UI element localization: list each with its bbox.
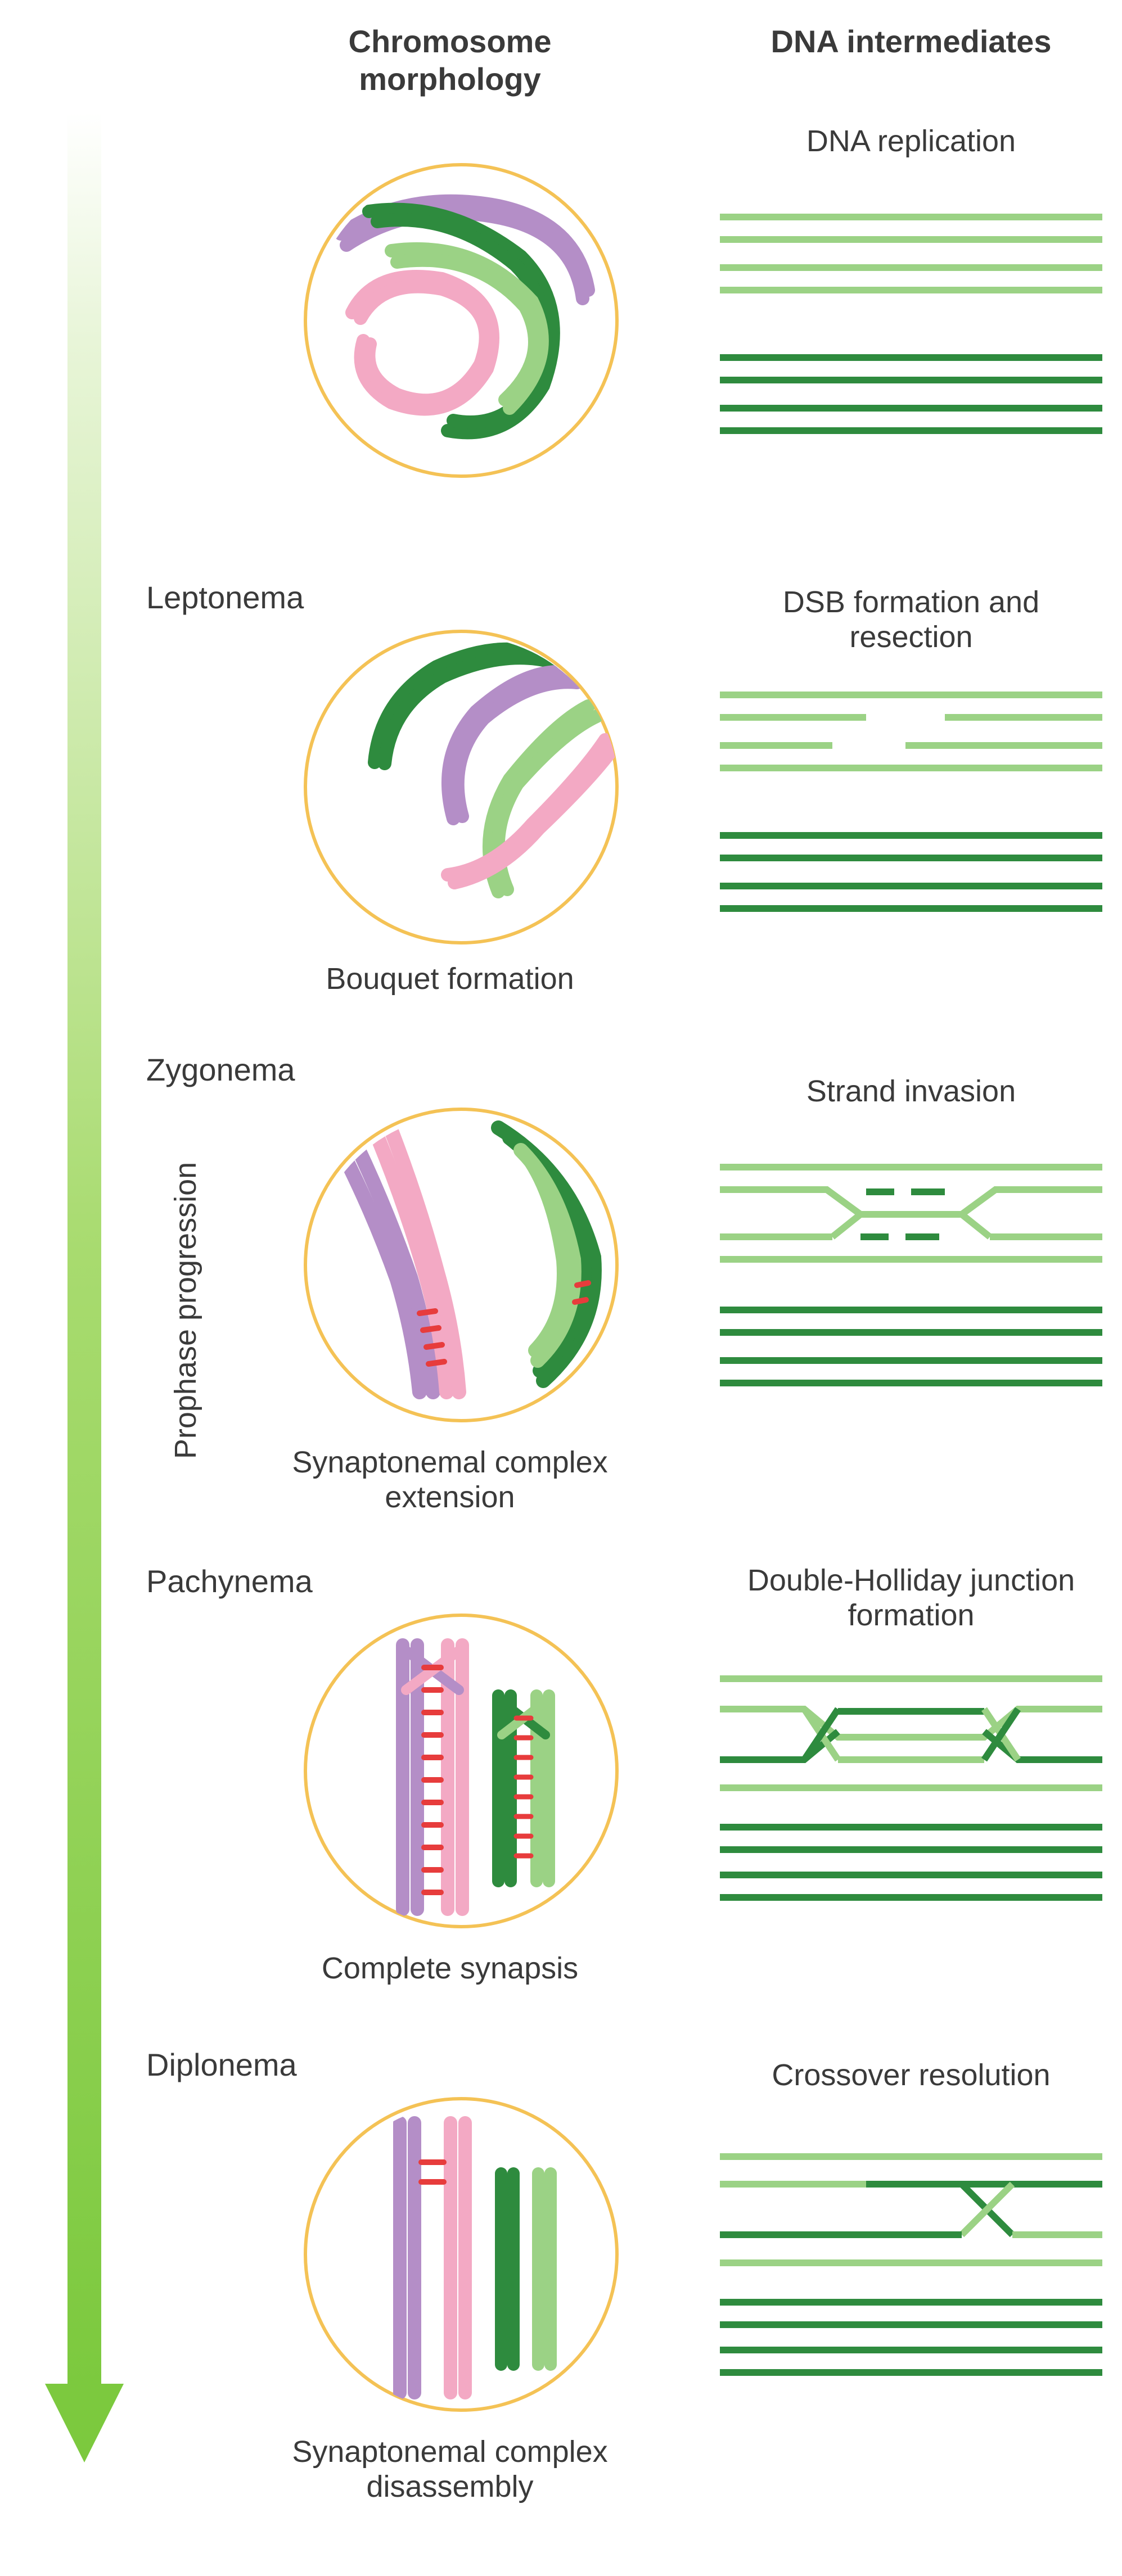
dna-strand [720,264,1102,271]
sub-label-sc-extension: Synaptonemal complex extension [253,1445,647,1515]
arrow-shaft [67,112,101,2389]
dna-panel-3 [720,1675,1102,1900]
dna-panel-4 [720,2153,1102,2378]
dna-label-dhj: Double-Holliday junction formation [720,1563,1102,1633]
arrow-label: Prophase progression [168,1142,203,1479]
chromosomes-stage2-icon [307,1111,622,1426]
chromosomes-stage4-icon [307,2100,622,2415]
dna-label-replication: DNA replication [720,124,1102,159]
chromosomes-stage1-icon [307,633,622,948]
sub-label-complete-synapsis: Complete synapsis [253,1951,647,1986]
cell-circle-4 [304,2097,619,2412]
sub-label-bouquet: Bouquet formation [253,961,647,996]
crossover-svg [720,2153,1102,2378]
dna-panel-1 [720,692,1102,916]
dna-strand [720,832,1102,839]
dna-strand [720,692,1102,698]
dna-strand [945,714,1102,721]
dhj-svg [720,1675,1102,1900]
cell-circle-2 [304,1108,619,1422]
dna-strand [720,714,866,721]
dna-strand [720,405,1102,412]
chromosomes-stage3-icon [307,1617,622,1932]
dna-strand [720,354,1102,361]
dna-strand [720,287,1102,293]
dna-label-strand-invasion: Strand invasion [720,1074,1102,1109]
strand-invasion-svg [720,1164,1102,1389]
sub-label-sc-disassembly: Synaptonemal complex disassembly [253,2434,647,2504]
stage-label-diplonema: Diplonema [146,2046,297,2083]
cell-circle-0 [304,163,619,478]
stage-label-leptonema: Leptonema [146,579,304,616]
header-dna-intermediates: DNA intermediates [720,22,1102,60]
meiosis-prophase-figure: Chromosome morphology DNA intermediates … [11,22,1111,2552]
dna-panel-2 [720,1164,1102,1389]
arrow-head-icon [45,2384,124,2462]
dna-strand [720,765,1102,771]
dna-panel-0 [720,214,1102,439]
dna-strand [720,427,1102,434]
cell-circle-1 [304,630,619,944]
dna-strand [905,742,1102,749]
stage-label-pachynema: Pachynema [146,1563,313,1599]
dna-strand [720,883,1102,889]
dna-label-crossover: Crossover resolution [720,2058,1102,2093]
dna-label-dsb: DSB formation and resection [720,585,1102,654]
dna-strand [720,742,832,749]
dna-strand [720,377,1102,383]
stage-label-zygonema: Zygonema [146,1051,295,1088]
cell-circle-3 [304,1614,619,1928]
dna-strand [720,236,1102,243]
dna-strand [720,905,1102,912]
header-chromosome-morphology: Chromosome morphology [253,22,647,98]
dna-strand [720,855,1102,861]
chromosomes-stage0-icon [307,166,622,481]
progression-arrow: Prophase progression [51,112,118,2474]
dna-strand [720,214,1102,220]
